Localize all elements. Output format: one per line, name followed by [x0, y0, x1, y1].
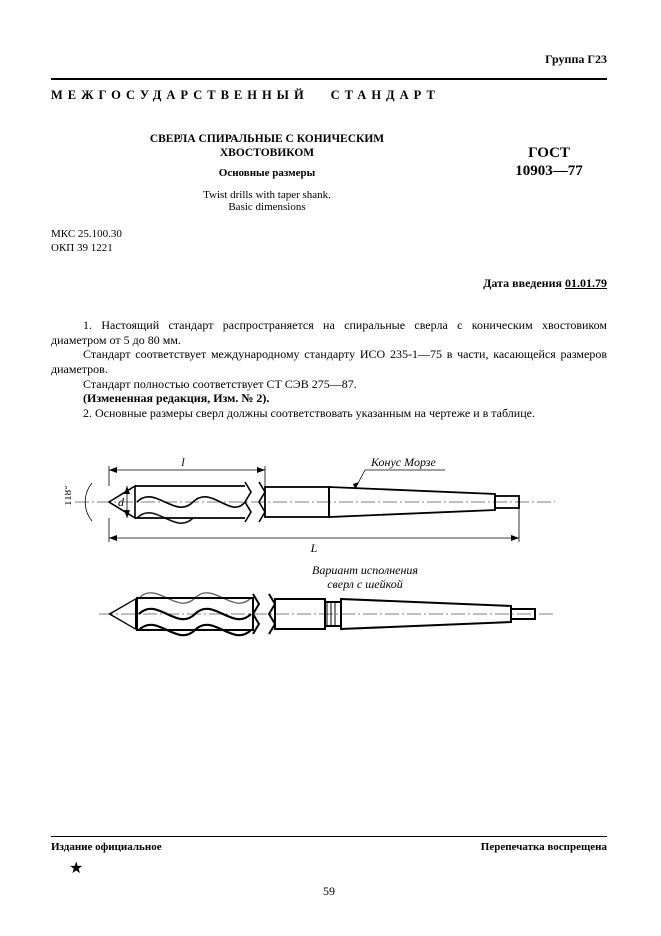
title-en-2: Basic dimensions: [228, 201, 305, 213]
upper-drill: Конус Морзе d 118° l L: [65, 455, 555, 555]
okp-code: ОКП 39 1221: [51, 242, 113, 254]
headline: СВЕРЛА СПИРАЛЬНЫЕ С КОНИЧЕСКИМ ХВОСТОВИК…: [127, 132, 407, 161]
mks-code: МКС 25.100.30: [51, 228, 122, 240]
date-intro: Дата введения 01.01.79: [483, 276, 607, 291]
title-gap: [309, 88, 331, 102]
title-en-1: Twist drills with taper shank.: [203, 189, 331, 201]
lower-drill: [99, 593, 555, 635]
footer-left: Издание официальное: [51, 841, 162, 853]
title-en: Twist drills with taper shank. Basic dim…: [127, 189, 407, 214]
body-text: 1. Настоящий стандарт распространяется н…: [51, 318, 607, 420]
d-label: d: [118, 495, 125, 509]
interstate-title: МЕЖГОСУДАРСТВЕННЫЙ СТАНДАРТ: [51, 88, 607, 103]
gost-label: ГОСТ: [528, 145, 570, 161]
l-big-label: L: [310, 541, 318, 555]
l-small-label: l: [181, 455, 185, 469]
para-5: 2. Основные размеры сверл должны соответ…: [51, 406, 607, 421]
drill-diagram: Конус Морзе d 118° l L Вариант: [65, 434, 593, 644]
date-intro-label: Дата введения: [483, 276, 565, 290]
star-icon: ★: [69, 858, 83, 878]
para-2: Стандарт соответствует международному ст…: [51, 347, 607, 376]
gost-number: 10903—77: [515, 163, 583, 179]
gost-block: ГОСТ 10903—77: [491, 144, 607, 180]
footer-right: Перепечатка воспрещена: [481, 841, 607, 853]
classifier-codes: МКС 25.100.30 ОКП 39 1221: [51, 228, 122, 256]
morse-label: Конус Морзе: [370, 455, 436, 469]
para-4: (Измененная редакция, Изм. № 2).: [51, 391, 607, 406]
title-block: СВЕРЛА СПИРАЛЬНЫЕ С КОНИЧЕСКИМ ХВОСТОВИК…: [127, 132, 407, 214]
para-3: Стандарт полностью соответствует СТ СЭВ …: [51, 377, 607, 392]
para-1: 1. Настоящий стандарт распространяется н…: [51, 318, 607, 347]
interstate-right: СТАНДАРТ: [331, 88, 440, 102]
angle-label: 118°: [65, 486, 74, 507]
variant-label-2: сверл с шейкой: [327, 577, 403, 591]
variant-label-1: Вариант исполнения: [312, 563, 418, 577]
footer-rule: [51, 836, 607, 837]
group-label: Группа Г23: [545, 52, 607, 67]
interstate-left: МЕЖГОСУДАРСТВЕННЫЙ: [51, 88, 309, 102]
date-intro-value: 01.01.79: [565, 276, 607, 290]
page-number: 59: [51, 884, 607, 899]
subtitle: Основные размеры: [127, 167, 407, 179]
top-rule: [51, 78, 607, 80]
